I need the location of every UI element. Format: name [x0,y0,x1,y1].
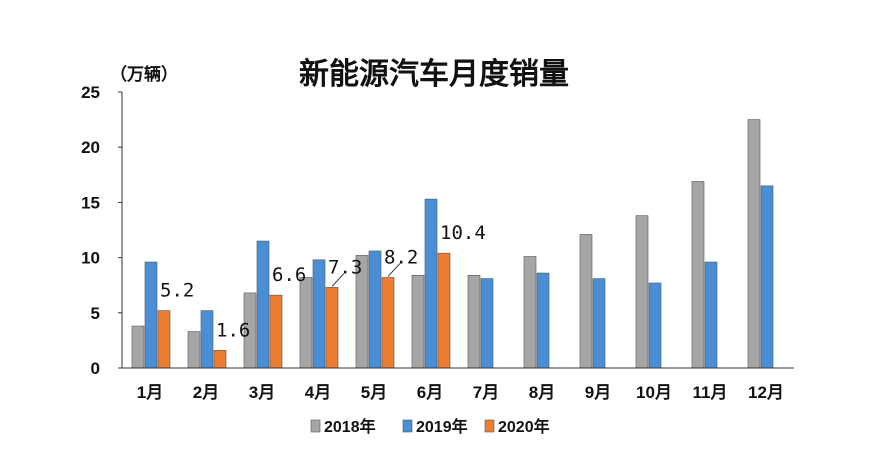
bar-2019年-4月 [312,259,326,369]
bar-2019年-1月 [144,261,158,369]
y-tick-label: 10 [81,249,100,268]
bar-2018年-12月 [747,119,761,369]
x-tick-label: 12月 [748,383,784,402]
y-tick-label: 15 [81,193,100,212]
x-tick-label: 9月 [585,383,611,402]
x-tick-label: 11月 [693,383,728,402]
x-tick-label: 6月 [417,383,443,402]
x-tick-label: 3月 [249,383,275,402]
bar-2018年-1月 [131,325,145,369]
bar-2020年-1月 [157,310,171,369]
bar-2020年-3月 [269,294,283,369]
data-label-2020: 5.2 [160,280,194,302]
legend: 2018年 2019年 2020年 [310,417,550,436]
legend-label: 2019年 [416,417,468,436]
data-label-2020: 7.3 [328,256,362,278]
bar-2019年-12月 [760,185,774,369]
bar-2018年-10月 [635,215,649,369]
bar-2020年-4月 [325,287,339,369]
bar-2019年-8月 [536,272,550,369]
bar-2018年-7月 [467,274,481,369]
y-tick-label: 0 [91,359,100,378]
y-axis-ticks: 0 5 10 15 20 25 [81,83,122,378]
y-tick-label: 20 [81,138,100,157]
bar-2018年-2月 [187,331,201,369]
legend-swatch [310,419,321,433]
bar-2019年-10月 [648,282,662,369]
chart-title: 新能源汽车月度销量 [299,57,569,92]
x-tick-label: 2月 [193,383,219,402]
bar-2018年-11月 [691,181,705,369]
bar-2020年-5月 [381,277,395,369]
y-axis-unit-label: （万辆） [110,64,178,84]
data-label-2020: 8.2 [384,246,418,268]
label-leader-line [387,263,401,277]
bar-2018年-6月 [411,274,425,369]
bar-2019年-3月 [256,240,270,369]
bar-2019年-9月 [592,278,606,369]
y-tick-label: 25 [81,83,100,102]
bar-2019年-5月 [368,250,382,369]
x-tick-label: 10月 [636,383,672,402]
bar-2018年-9月 [579,234,593,369]
label-leader-line [331,273,345,287]
data-label-2020: 6.6 [272,264,306,286]
legend-label: 2020年 [498,417,550,436]
legend-label: 2018年 [324,417,376,436]
bar-2019年-7月 [480,278,494,369]
bar-2019年-6月 [424,198,438,369]
x-axis-ticks: 1月 2月 3月 4月 5月 6月 7月 8月 9月 10月 11月 12月 [137,383,784,402]
x-tick-label: 4月 [305,383,331,402]
bar-2018年-4月 [299,277,313,369]
bar-2020年-6月 [437,252,451,369]
legend-swatch [484,419,495,433]
legend-swatch [402,419,413,433]
y-tick-label: 5 [91,304,100,323]
x-tick-label: 8月 [529,383,555,402]
bar-2020年-2月 [213,350,227,369]
data-label-2020: 1.6 [216,319,250,341]
bar-2019年-2月 [200,310,214,369]
data-labels: 5.2 1.6 6.6 7.3 8.2 10.4 [160,222,486,341]
bar-2019年-11月 [704,261,718,369]
x-tick-label: 7月 [473,383,499,402]
x-tick-label: 5月 [361,383,387,402]
bar-2018年-8月 [523,256,537,369]
x-tick-label: 1月 [137,383,163,402]
bars [131,119,774,369]
data-label-2020: 10.4 [440,222,486,244]
